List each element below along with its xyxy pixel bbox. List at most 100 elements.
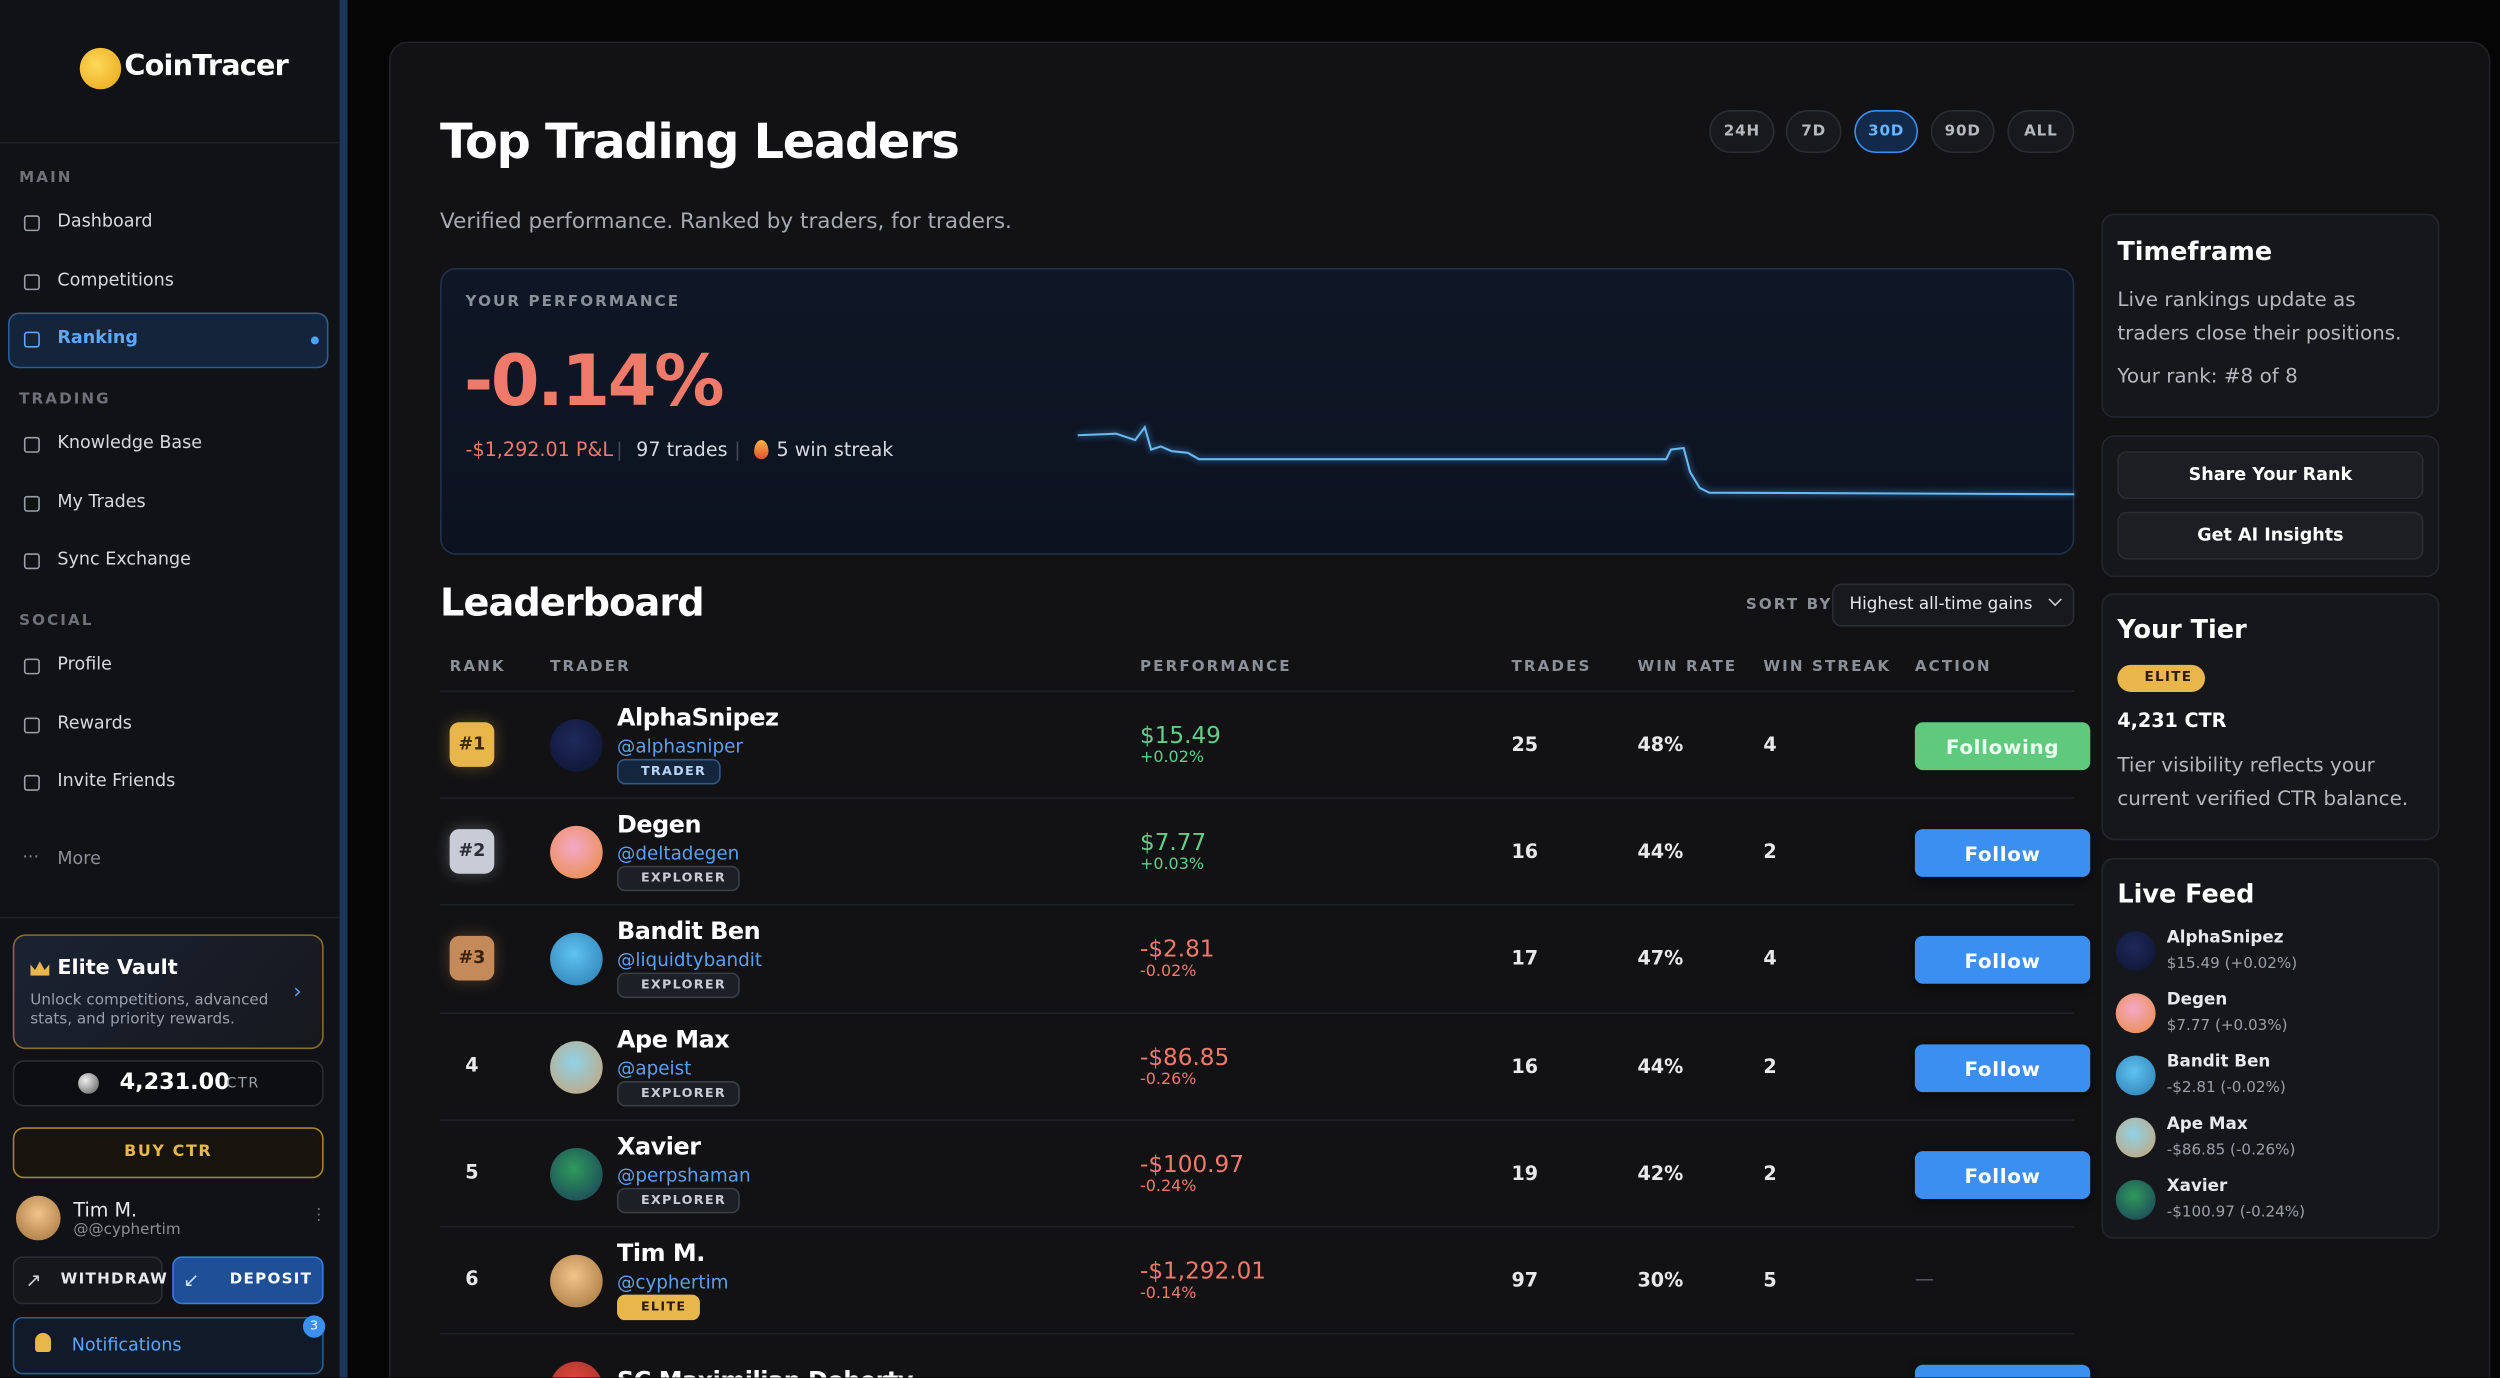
timeframe-pill[interactable]: 24H: [1709, 110, 1775, 154]
win-rate: 42%: [1637, 1161, 1684, 1185]
trader-handle[interactable]: @perpshaman: [617, 1163, 751, 1186]
row-divider: [440, 1118, 2075, 1121]
active-dot: [310, 337, 319, 346]
trader-handle[interactable]: @liquidtybandit: [617, 949, 763, 972]
feed-title: Live Feed: [2117, 878, 2255, 909]
nav-item[interactable]: Invite Friends: [57, 770, 176, 792]
sidebar-edge: [339, 0, 348, 1378]
timeframe-pill[interactable]: 90D: [1930, 110, 1995, 154]
timeframe-rank: Your rank: #8 of 8: [2117, 363, 2298, 388]
trader-avatar: [550, 1361, 603, 1378]
column-header: WIN RATE: [1637, 658, 1738, 677]
separator: [618, 441, 621, 461]
nav-item[interactable]: Dashboard: [57, 210, 153, 232]
trader-avatar: [550, 1254, 603, 1308]
nav-item[interactable]: My Trades: [57, 490, 146, 512]
trades: 25: [1511, 733, 1539, 756]
nav-item[interactable]: Profile: [57, 653, 112, 675]
feed-avatar: [2115, 1055, 2156, 1096]
feed-avatar: [2115, 993, 2156, 1034]
follow-button[interactable]: Follow: [1914, 829, 2091, 878]
separator: [736, 441, 739, 461]
balance-unit: CTR: [226, 1076, 260, 1093]
follow-button[interactable]: Follow: [1914, 1150, 2091, 1199]
side-button[interactable]: Get AI Insights: [2117, 511, 2424, 560]
trader-handle[interactable]: @alphasniper: [617, 735, 743, 758]
performance-change: -0.24%: [1139, 1177, 1197, 1196]
nav-item[interactable]: Knowledge Base: [57, 432, 203, 453]
brand-name: CoinTracer: [124, 49, 289, 83]
user-handle: @@cyphertim: [73, 1221, 181, 1239]
nav-more[interactable]: More: [57, 848, 101, 869]
balance-coin: [78, 1073, 99, 1094]
trader-avatar: [550, 826, 603, 879]
withdraw-button[interactable]: WITHDRAW: [12, 1256, 167, 1305]
trader-badge: EXPLORER: [617, 1080, 741, 1106]
row-divider: [440, 904, 2075, 907]
trader-handle[interactable]: @deltadegen: [617, 842, 740, 865]
performance-value: $15.49: [1139, 723, 1221, 750]
performance-value: -$2.81: [1139, 938, 1215, 964]
bell-icon: [35, 1332, 52, 1353]
performance-streak: 5 win streak: [776, 438, 894, 461]
trader-name: AlphaSnipez: [617, 703, 779, 732]
nav-section-title: TRADING: [19, 390, 111, 409]
trades: 16: [1511, 1054, 1539, 1078]
column-header: ACTION: [1914, 658, 1992, 677]
win-rate: 44%: [1637, 840, 1684, 863]
nav-item[interactable]: Ranking: [57, 327, 138, 349]
timeframe-pill[interactable]: ALL: [2007, 110, 2075, 154]
feed-detail: $15.49 (+0.02%): [2166, 955, 2298, 973]
trader-name: Degen: [617, 810, 702, 839]
follow-button[interactable]: Follow: [1914, 1365, 2091, 1378]
performance-value: -$1,292.01: [1139, 1259, 1266, 1286]
follow-button[interactable]: Follow: [1914, 936, 2091, 985]
trader-name: Bandit Ben: [617, 917, 761, 947]
tier-badge: ELITE: [2117, 664, 2206, 692]
nav-item[interactable]: Competitions: [57, 268, 174, 290]
vault-text: Unlock competitions, advanced stats, and…: [30, 991, 269, 1029]
performance-label: YOUR PERFORMANCE: [465, 293, 681, 311]
feed-detail: -$86.85 (-0.26%): [2166, 1141, 2296, 1160]
follow-button[interactable]: Follow: [1914, 1043, 2091, 1092]
following-button[interactable]: Following: [1914, 722, 2091, 771]
win-streak: 2: [1763, 1161, 1777, 1185]
trader-handle[interactable]: @apeist: [617, 1056, 692, 1079]
performance-value: -0.14%: [463, 341, 725, 423]
balance-box: [12, 1060, 324, 1107]
buy-button[interactable]: BUY CTR: [12, 1127, 324, 1179]
performance-change: -0.14%: [1139, 1285, 1197, 1303]
sort-select[interactable]: Highest all-time gains: [1831, 583, 2075, 627]
timeframe-pill[interactable]: 7D: [1785, 110, 1842, 154]
feed-avatar: [2115, 1117, 2156, 1158]
vault-arrow: ›: [293, 980, 302, 1005]
more-icon: ···: [22, 846, 40, 868]
feed-card: [2101, 857, 2440, 1239]
timeframe-pill[interactable]: 30D: [1854, 110, 1919, 154]
nav-item[interactable]: Rewards: [57, 712, 132, 733]
trader-badge: EXPLORER: [617, 866, 741, 892]
tier-title: Your Tier: [2117, 613, 2247, 645]
tier-text: Tier visibility reflects your current ve…: [2117, 752, 2409, 810]
rank-number: 5: [465, 1160, 479, 1183]
nav-item[interactable]: Sync Exchange: [57, 549, 191, 570]
performance-pnl: -$1,292.01 P&L: [465, 438, 614, 461]
trader-avatar: [550, 719, 603, 772]
no-action: —: [1914, 1267, 1934, 1290]
nav-icon: [23, 436, 40, 453]
nav-icon: [23, 332, 40, 349]
side-button[interactable]: Share Your Rank: [2117, 451, 2424, 500]
deposit-button[interactable]: DEPOSIT: [172, 1256, 324, 1305]
feed-name: AlphaSnipez: [2166, 927, 2284, 948]
feed-detail: $7.77 (+0.03%): [2166, 1017, 2288, 1035]
notifications-button[interactable]: Notifications: [12, 1316, 324, 1375]
notification-count: 3: [302, 1315, 326, 1338]
trader-handle[interactable]: @cyphertim: [617, 1270, 729, 1294]
nav-icon: [23, 273, 40, 290]
trader-name: Ape Max: [617, 1024, 730, 1054]
vault-card[interactable]: [12, 934, 324, 1050]
brand-logo: [79, 47, 122, 90]
trader-badge: ELITE: [617, 1294, 701, 1321]
row-divider: [440, 1333, 2075, 1335]
